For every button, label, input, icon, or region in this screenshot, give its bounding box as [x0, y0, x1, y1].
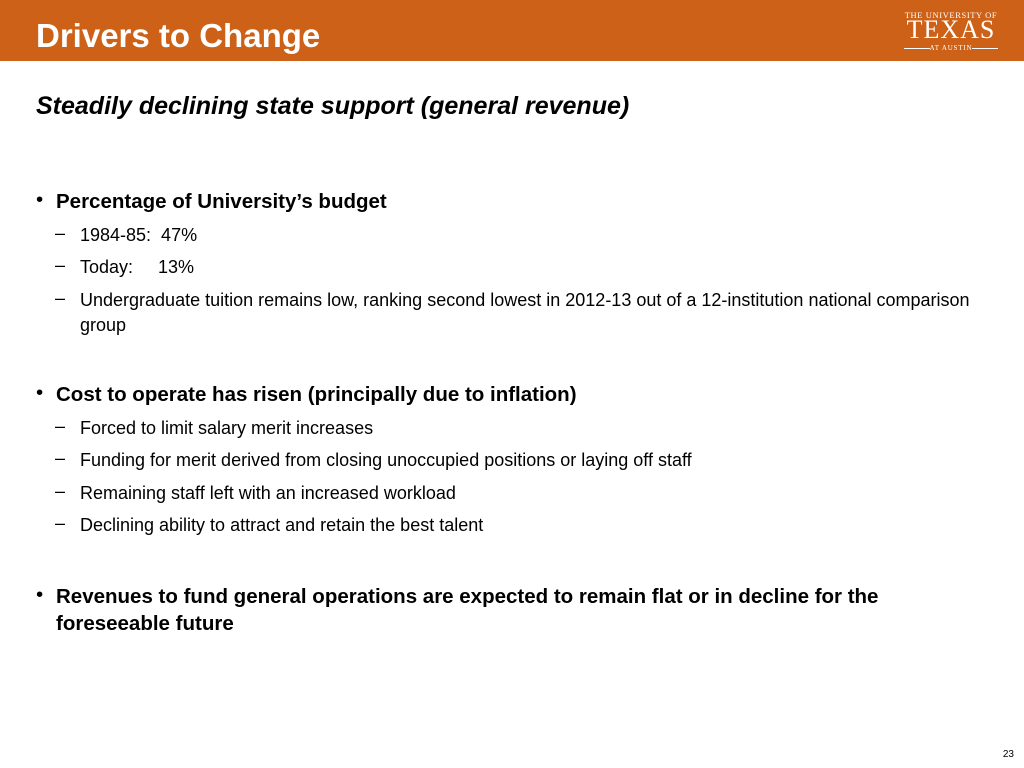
bullet-icon: • [36, 583, 44, 606]
dash-icon: – [55, 223, 66, 243]
page-number: 23 [1002, 749, 1014, 760]
dash-icon: – [55, 513, 66, 533]
sub-item-text: Forced to limit salary merit increases [80, 418, 374, 438]
bullet-icon: • [36, 381, 44, 404]
sub-item-text: Remaining staff left with an increased w… [80, 483, 456, 503]
slide-title: Drivers to Change [36, 17, 321, 54]
dash-icon: – [55, 448, 66, 468]
sub-item-text: Today: 13% [80, 257, 195, 277]
dash-icon: – [55, 255, 66, 275]
dash-icon: – [55, 288, 66, 308]
logo-rule-right [972, 48, 998, 49]
university-logo: THE UNIVERSITY OF TEXAS AT AUSTIN [878, 0, 1024, 61]
logo-main-text: TEXAS [906, 15, 996, 44]
sub-item-text: Funding for merit derived from closing u… [80, 450, 692, 470]
logo-top-text: THE UNIVERSITY OF [904, 10, 998, 20]
bullet-text: Cost to operate has risen (principally d… [56, 383, 577, 406]
logo-underline [878, 59, 1024, 61]
logo-rule-left [904, 48, 930, 49]
logo-bottom-text: AT AUSTIN [929, 44, 973, 52]
bullet-text: Percentage of University’s budget [56, 190, 387, 213]
sub-item-text: Undergraduate tuition remains low, ranki… [80, 290, 970, 335]
dash-icon: – [55, 416, 66, 436]
sub-item-text: Declining ability to attract and retain … [80, 515, 484, 535]
sub-item-text: 1984-85: 47% [80, 225, 198, 245]
bullet-text: Revenues to fund general operations are … [56, 585, 879, 635]
dash-icon: – [55, 481, 66, 501]
bullet-icon: • [36, 188, 44, 211]
title-bar: Drivers to Change THE UNIVERSITY OF TEXA… [0, 0, 1024, 61]
slide-subtitle: Steadily declining state support (genera… [36, 92, 630, 120]
